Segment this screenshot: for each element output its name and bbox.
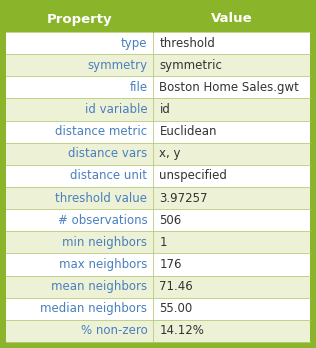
Bar — [6, 187, 310, 209]
Bar — [6, 54, 310, 76]
Bar — [6, 6, 310, 32]
Text: % non-zero: % non-zero — [81, 324, 148, 338]
Text: type: type — [121, 37, 148, 49]
Text: 14.12%: 14.12% — [160, 324, 204, 338]
Text: distance unit: distance unit — [70, 169, 148, 182]
Text: id variable: id variable — [85, 103, 148, 116]
Text: 55.00: 55.00 — [160, 302, 193, 315]
Bar — [6, 276, 310, 298]
Bar — [6, 98, 310, 120]
Bar — [6, 298, 310, 320]
Text: median neighbors: median neighbors — [40, 302, 148, 315]
Bar — [6, 165, 310, 187]
Bar — [6, 76, 310, 98]
Bar — [6, 320, 310, 342]
Text: threshold value: threshold value — [55, 191, 148, 205]
Text: Property: Property — [47, 13, 112, 25]
Text: id: id — [160, 103, 170, 116]
Text: Euclidean: Euclidean — [160, 125, 217, 138]
Text: distance vars: distance vars — [68, 147, 148, 160]
Text: symmetry: symmetry — [87, 59, 148, 72]
Text: Value: Value — [211, 13, 252, 25]
Text: 71.46: 71.46 — [160, 280, 193, 293]
Text: mean neighbors: mean neighbors — [51, 280, 148, 293]
Text: symmetric: symmetric — [160, 59, 222, 72]
Bar — [6, 143, 310, 165]
Text: 3.97257: 3.97257 — [160, 191, 208, 205]
Text: max neighbors: max neighbors — [59, 258, 148, 271]
Bar — [6, 253, 310, 276]
Bar — [6, 231, 310, 253]
Text: file: file — [129, 81, 148, 94]
Text: 176: 176 — [160, 258, 182, 271]
Bar — [6, 120, 310, 143]
Text: min neighbors: min neighbors — [63, 236, 148, 249]
Bar — [6, 209, 310, 231]
Text: 1: 1 — [160, 236, 167, 249]
Text: distance metric: distance metric — [55, 125, 148, 138]
Text: x, y: x, y — [160, 147, 181, 160]
Text: 506: 506 — [160, 214, 182, 227]
Text: # observations: # observations — [58, 214, 148, 227]
Bar — [6, 32, 310, 54]
Text: threshold: threshold — [160, 37, 215, 49]
Text: Boston Home Sales.gwt: Boston Home Sales.gwt — [160, 81, 299, 94]
Text: unspecified: unspecified — [160, 169, 227, 182]
